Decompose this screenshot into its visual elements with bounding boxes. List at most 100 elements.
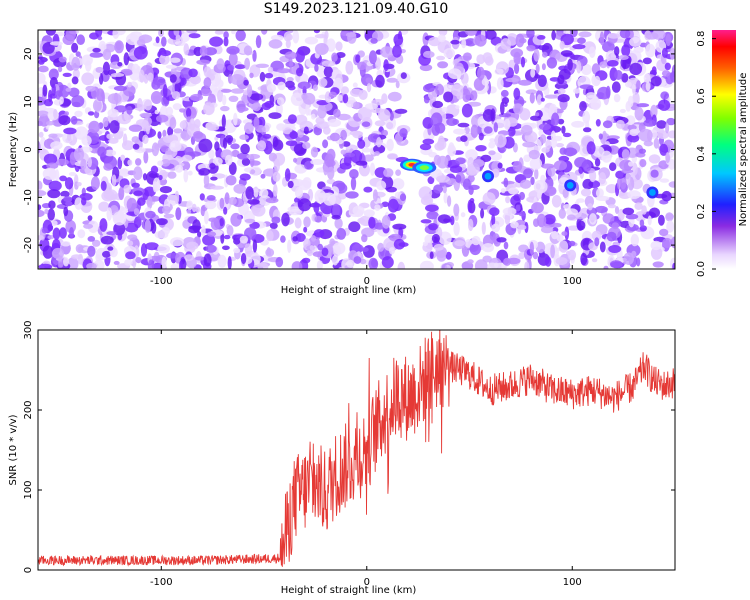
heatmap-cell: [599, 61, 608, 69]
heatmap-cell: [348, 221, 361, 232]
heatmap-cell: [102, 250, 111, 258]
heatmap-cell: [190, 93, 203, 102]
heatmap-cell: [99, 218, 108, 232]
heatmap-cell: [265, 197, 279, 204]
heatmap-cell: [446, 118, 458, 126]
heatmap-cell: [132, 143, 140, 150]
heatmap-cell: [295, 233, 306, 242]
heatmap-cell: [286, 77, 294, 82]
heatmap-cell: [87, 236, 96, 242]
heatmap-cell: [239, 134, 249, 140]
heatmap-cell: [220, 105, 230, 112]
heatmap-cell: [290, 92, 304, 106]
heatmap-cell: [566, 208, 578, 216]
heatmap-cell: [529, 157, 543, 170]
heatmap-cell: [621, 149, 630, 160]
heatmap-cell: [599, 241, 606, 253]
heatmap-cell: [665, 33, 672, 47]
heatmap-cell: [544, 94, 559, 99]
heatmap-cell: [42, 84, 48, 97]
heatmap-cell: [321, 60, 336, 67]
heatmap-cell: [429, 251, 434, 259]
heatmap-cell: [500, 101, 505, 116]
heatmap-cell: [303, 126, 309, 135]
heatmap-cell: [431, 233, 440, 243]
heatmap-cell: [264, 100, 275, 109]
heatmap-cell: [71, 76, 79, 85]
heatmap-cell: [467, 165, 477, 176]
heatmap-cell: [357, 139, 366, 149]
heatmap-cell: [167, 171, 177, 179]
heatmap-cell: [374, 204, 381, 211]
heatmap-cell: [294, 164, 308, 174]
heatmap-cell: [332, 242, 346, 255]
heatmap-cell: [268, 152, 277, 162]
heatmap-cell: [288, 208, 302, 216]
heatmap-cell: [323, 66, 334, 78]
heatmap-cell: [427, 176, 435, 185]
heatmap-cell: [53, 108, 58, 119]
heatmap-cell: [38, 110, 49, 117]
heatmap-cell: [340, 129, 347, 141]
heatmap-cell: [89, 52, 104, 58]
heatmap-cell: [538, 45, 550, 51]
heatmap-cell: [207, 231, 217, 237]
heatmap-cell: [653, 137, 660, 149]
heatmap-cell: [589, 213, 597, 225]
heatmap-cell: [268, 112, 282, 119]
heatmap-cell: [400, 72, 407, 79]
heatmap-cell: [38, 59, 45, 65]
heatmap-cell: [60, 190, 70, 198]
heatmap-cell: [555, 143, 564, 148]
y-tick-label: 10: [23, 95, 34, 108]
heatmap-cell: [71, 101, 81, 107]
heatmap-cell: [38, 140, 41, 154]
heatmap-cell: [665, 151, 671, 164]
heatmap-cell: [63, 196, 73, 203]
heatmap-cell: [389, 247, 395, 255]
heatmap-cell: [81, 197, 87, 206]
heatmap-cell: [225, 135, 234, 143]
heatmap-cell: [165, 64, 178, 69]
colorbar-tick-label: 0.4: [696, 146, 707, 162]
heatmap-cell: [471, 235, 481, 246]
heatmap-cell: [247, 84, 253, 98]
heatmap-cell: [251, 204, 266, 217]
heatmap-cell: [48, 89, 53, 103]
heatmap-cell: [276, 97, 285, 106]
heatmap-cell: [87, 220, 99, 233]
heatmap-cell: [605, 184, 618, 194]
heatmap-cell: [102, 116, 109, 128]
heatmap-cell: [578, 166, 584, 174]
heatmap-cell: [38, 131, 44, 138]
heatmap-cell: [233, 112, 238, 126]
heatmap-cell: [483, 126, 493, 134]
heatmap-cell: [399, 128, 408, 138]
snr-panel: -100 0 100 0 100 200 300 Height of straight lin…: [8, 320, 676, 596]
colorbar-tick-label: 0.6: [696, 88, 707, 104]
heatmap-cell: [316, 121, 330, 129]
heatmap-cell: [156, 218, 168, 226]
heatmap-cell: [206, 195, 216, 201]
heatmap-cell: [142, 134, 149, 144]
heatmap-cell: [561, 125, 566, 134]
heatmap-cell: [330, 132, 340, 142]
heatmap-cell: [627, 190, 641, 200]
heatmap-cell: [186, 30, 198, 34]
heatmap-cell: [292, 30, 300, 44]
heatmap-cell: [555, 257, 568, 266]
heatmap-cell: [335, 52, 346, 58]
heatmap-cell: [638, 128, 653, 142]
heatmap-cell: [209, 163, 216, 170]
heatmap-cell: [252, 239, 258, 253]
heatmap-cell: [478, 132, 484, 141]
heatmap-cell: [562, 188, 569, 199]
heatmap-cell: [210, 218, 220, 230]
heatmap-cell: [295, 49, 305, 63]
heatmap-cell: [283, 31, 292, 42]
heatmap-cell: [436, 175, 450, 183]
heatmap-cell: [277, 81, 286, 91]
heatmap-cell: [611, 81, 621, 93]
heatmap-cell: [544, 256, 552, 267]
